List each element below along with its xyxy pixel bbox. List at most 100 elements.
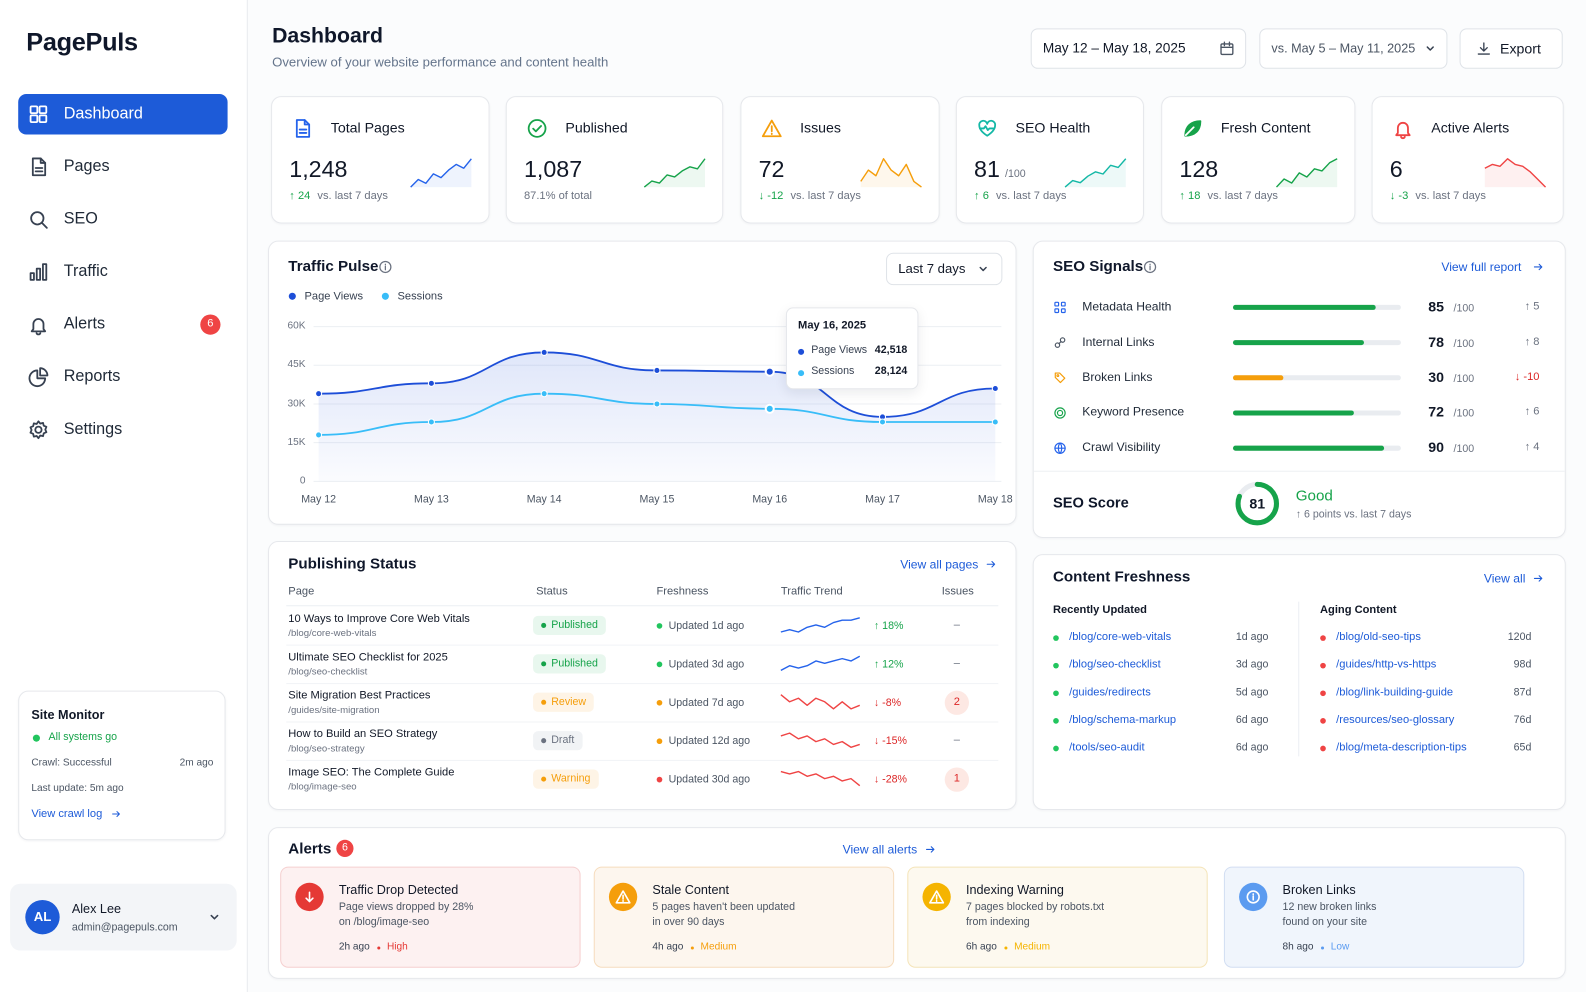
- view-full-report[interactable]: View full report: [1441, 259, 1522, 275]
- icon-part: [298, 119, 311, 134]
- content-path[interactable]: /tools/seo-audit: [1069, 741, 1145, 754]
- icon-part: [1054, 442, 1066, 454]
- icon-part: [379, 260, 392, 274]
- kpi-delta: ↑ 6: [974, 190, 989, 203]
- alert-card[interactable]: [1223, 866, 1525, 968]
- icon-part: [1395, 121, 1411, 137]
- view-all-pages[interactable]: View all pages: [900, 557, 979, 572]
- status-label: Warning: [551, 772, 591, 785]
- icon-pie: [28, 367, 49, 388]
- icon-part: [1220, 43, 1234, 56]
- nav-label[interactable]: SEO: [63, 210, 98, 228]
- kpi-delta-row: ↑ 18 vs. last 7 days: [1179, 190, 1278, 203]
- compare-button[interactable]: [1259, 28, 1448, 69]
- icon-part: [979, 125, 995, 132]
- alert-severity: Low: [1330, 941, 1350, 953]
- content-path[interactable]: /blog/core-web-vitals: [1069, 630, 1172, 644]
- icon-part: [1054, 372, 1066, 384]
- page-path: /blog/core-web-vitals: [288, 627, 377, 640]
- freshness-dot: [656, 623, 663, 629]
- legend-label: Sessions: [397, 290, 443, 303]
- page-title[interactable]: 10 Ways to Improve Core Web Vitals: [288, 612, 470, 625]
- point: [764, 403, 775, 414]
- content-path[interactable]: /blog/link-building-guide: [1336, 686, 1454, 699]
- content-age: 3d ago: [1235, 658, 1269, 671]
- content-path[interactable]: /guides/http-vs-https: [1336, 658, 1437, 671]
- alert-card[interactable]: [907, 866, 1208, 968]
- monitor-link[interactable]: View crawl log: [31, 807, 103, 821]
- icon-search: [30, 211, 48, 229]
- icon-arrowR: [1533, 263, 1543, 271]
- nav-item[interactable]: [18, 94, 228, 135]
- nav-label[interactable]: Alerts: [63, 315, 106, 333]
- range-label[interactable]: Last 7 days: [898, 260, 966, 277]
- nav-label[interactable]: Pages: [63, 157, 110, 175]
- monitor-crawl-time: 2m ago: [179, 757, 214, 769]
- page-title[interactable]: How to Build an SEO Strategy: [288, 728, 438, 741]
- icon-part: [1056, 409, 1064, 417]
- legend-swatch: [381, 292, 389, 300]
- content-path[interactable]: /resources/seo-glossary: [1336, 713, 1455, 726]
- x-tick-label: May 12: [301, 493, 337, 506]
- nav-label[interactable]: Dashboard: [63, 105, 143, 123]
- sparkline-area: [1484, 158, 1546, 188]
- icon-part: [35, 267, 42, 281]
- trend-change: ↓ -15%: [873, 735, 907, 748]
- content-path[interactable]: /blog/seo-checklist: [1069, 658, 1161, 671]
- icon-cal: [1220, 41, 1234, 56]
- monitor-last-update: Last update: 5m ago: [31, 782, 124, 794]
- icon-warn: [761, 119, 782, 138]
- page-path: /guides/site-migration: [288, 704, 380, 716]
- page-title[interactable]: Ultimate SEO Checklist for 2025: [288, 651, 448, 664]
- icon-link: [1054, 337, 1066, 348]
- icon-bell: [1395, 121, 1411, 140]
- export-button[interactable]: [1459, 28, 1563, 69]
- meta-separator: [376, 945, 380, 950]
- nav-label[interactable]: Settings: [63, 420, 123, 438]
- content-path[interactable]: /blog/meta-description-tips: [1336, 741, 1467, 754]
- view-all-freshness[interactable]: View all: [1483, 571, 1526, 586]
- icon-part: [1400, 135, 1406, 140]
- page-title[interactable]: Site Migration Best Practices: [288, 689, 431, 702]
- x-tick-label: May 13: [413, 493, 449, 506]
- kpi-card: [271, 96, 490, 224]
- icon-part: [112, 811, 120, 817]
- icon-chev: [979, 266, 987, 272]
- signal-unit: /100: [1453, 302, 1475, 315]
- date-range[interactable]: May 12 – May 18, 2025: [1042, 40, 1186, 56]
- content-path[interactable]: /blog/schema-markup: [1069, 713, 1177, 726]
- alert-card[interactable]: [280, 866, 581, 968]
- kpi-note: vs. last 7 days: [1415, 190, 1486, 203]
- kpi-delta: ↓ -3: [1389, 190, 1409, 203]
- content-path[interactable]: /blog/old-seo-tips: [1336, 630, 1421, 644]
- status-label: Review: [551, 695, 587, 708]
- icon-arrowR: [112, 811, 120, 817]
- nav-label[interactable]: Traffic: [63, 262, 108, 281]
- icon-part: [1143, 260, 1157, 274]
- kpi-card: [505, 96, 724, 224]
- content-path[interactable]: /guides/redirects: [1069, 686, 1151, 699]
- point: [991, 418, 999, 426]
- alert-card[interactable]: [593, 866, 895, 968]
- kpi-label: Issues: [800, 119, 842, 136]
- date-range-button[interactable]: [1030, 28, 1247, 69]
- freshness-dot: [656, 738, 663, 745]
- kpi-value-row: 128: [1179, 156, 1218, 184]
- kpi-label: Published: [565, 119, 628, 136]
- status-label: Draft: [551, 734, 575, 747]
- range-dropdown[interactable]: [886, 252, 1003, 286]
- alert-time: 4h ago: [652, 941, 684, 953]
- nav-label[interactable]: Reports: [63, 368, 121, 386]
- view-all-alerts[interactable]: View all alerts: [842, 842, 918, 857]
- icon-tag: [1054, 372, 1066, 384]
- legend-label: Page Views: [304, 290, 364, 303]
- page-subtitle: Overview of your website performance and…: [272, 54, 609, 70]
- compare-range[interactable]: vs. May 5 – May 11, 2025: [1271, 41, 1416, 56]
- icon-part: [1060, 301, 1066, 307]
- freshness: Updated 3d ago: [668, 658, 745, 671]
- freshness-dot: [656, 661, 663, 668]
- export-label[interactable]: Export: [1500, 40, 1541, 57]
- kpi-card: [1161, 96, 1356, 224]
- page-title[interactable]: Image SEO: The Complete Guide: [288, 766, 455, 779]
- issue-count: 1: [953, 772, 960, 785]
